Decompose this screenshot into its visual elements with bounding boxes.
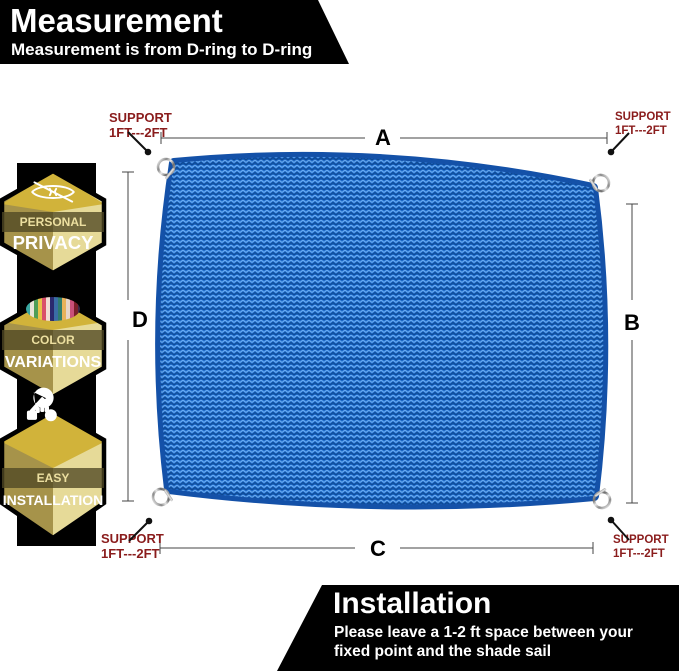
svg-text:EASY: EASY xyxy=(37,471,70,485)
svg-text:PRIVACY: PRIVACY xyxy=(13,232,95,253)
svg-text:VARIATIONS: VARIATIONS xyxy=(5,354,102,371)
svg-text:PERSONAL: PERSONAL xyxy=(20,215,87,229)
svg-text:INSTALLATION: INSTALLATION xyxy=(3,492,104,508)
svg-text:COLOR: COLOR xyxy=(31,333,75,347)
